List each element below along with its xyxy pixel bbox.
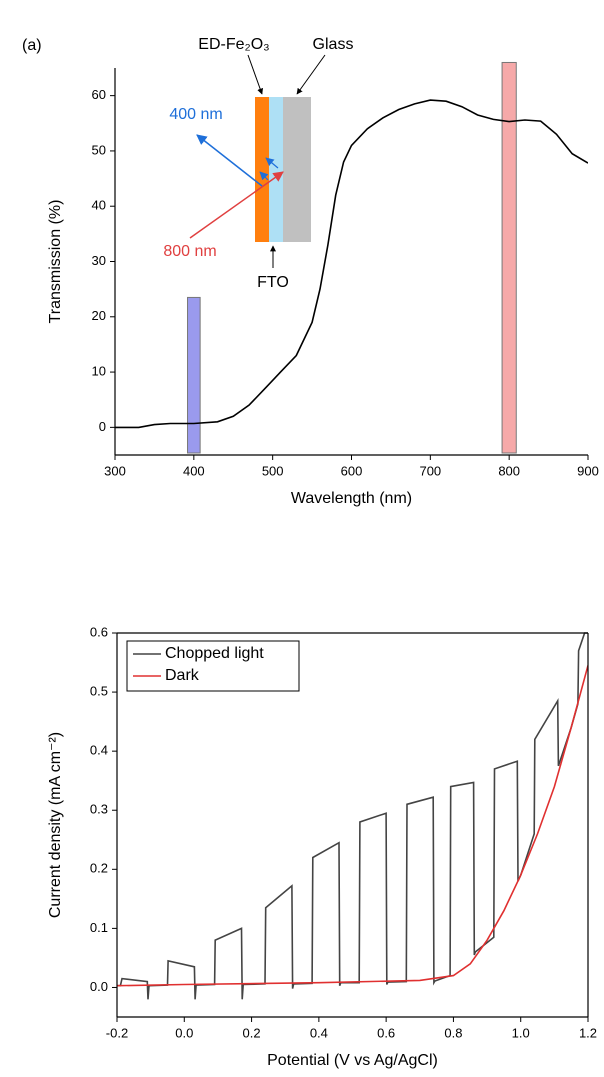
inset-diagram: (a) ED-Fe₂O₃ Glass 400 nm 800 nm FTO <box>22 36 353 291</box>
x-tick-label: 500 <box>262 463 284 478</box>
y-axis-label: Transmission (%) <box>47 200 64 324</box>
x-tick-label: -0.2 <box>106 1025 128 1040</box>
data-line <box>117 665 588 987</box>
data-line <box>115 99 588 429</box>
y-tick-label: 0.0 <box>90 979 108 994</box>
blue-reflect <box>259 171 269 181</box>
y-tick-label: 60 <box>92 87 106 102</box>
fto-layer <box>269 97 283 242</box>
annotation: 400 nm <box>169 106 222 123</box>
y-tick-label: 0.4 <box>90 743 108 758</box>
bar <box>501 61 517 454</box>
legend-label: Dark <box>165 667 200 684</box>
y-tick-label: 10 <box>92 364 106 379</box>
y-tick-label: 0.5 <box>90 684 108 699</box>
x-tick-label: 700 <box>419 463 441 478</box>
pointer <box>296 54 326 95</box>
red-arrow <box>189 171 284 239</box>
x-tick-label: 1.2 <box>579 1025 597 1040</box>
annotation: 800 nm <box>163 243 216 260</box>
pointer <box>247 54 263 95</box>
x-axis-label: Potential (V vs Ag/AgCl) <box>267 1052 438 1069</box>
x-tick-label: 1.0 <box>512 1025 530 1040</box>
y-tick-label: 0.6 <box>90 624 108 639</box>
hematite-layer <box>255 97 269 242</box>
x-tick-label: 0.2 <box>243 1025 261 1040</box>
x-tick-label: 0.8 <box>444 1025 462 1040</box>
x-tick-label: 300 <box>104 463 126 478</box>
bar <box>187 296 201 454</box>
y-tick-label: 0.3 <box>90 802 108 817</box>
legend-label: Chopped light <box>165 645 264 662</box>
y-tick-label: 40 <box>92 198 106 213</box>
x-tick-label: 0.0 <box>175 1025 193 1040</box>
y-tick-label: 50 <box>92 142 106 157</box>
y-tick-label: 0 <box>99 419 106 434</box>
glass-layer <box>283 97 311 242</box>
y-tick-label: 30 <box>92 253 106 268</box>
blue-arrow <box>196 134 263 187</box>
legend-box <box>126 640 300 692</box>
x-tick-label: 0.6 <box>377 1025 395 1040</box>
x-tick-label: 0.4 <box>310 1025 328 1040</box>
y-tick-label: 0.1 <box>90 920 108 935</box>
blue-reflect <box>265 157 279 169</box>
x-tick-label: 600 <box>341 463 363 478</box>
y-tick-label: 20 <box>92 308 106 323</box>
x-tick-label: 900 <box>577 463 599 478</box>
y-axis-label: Current density (mA cm⁻²) <box>47 732 64 918</box>
panel-label: (a) <box>22 37 42 54</box>
annotation: ED-Fe₂O₃ <box>198 36 269 53</box>
x-axis-label: Wavelength (nm) <box>291 490 412 507</box>
annotation: Glass <box>313 36 354 53</box>
x-tick-label: 800 <box>498 463 520 478</box>
annotation: FTO <box>257 274 289 291</box>
x-tick-label: 400 <box>183 463 205 478</box>
y-tick-label: 0.2 <box>90 861 108 876</box>
